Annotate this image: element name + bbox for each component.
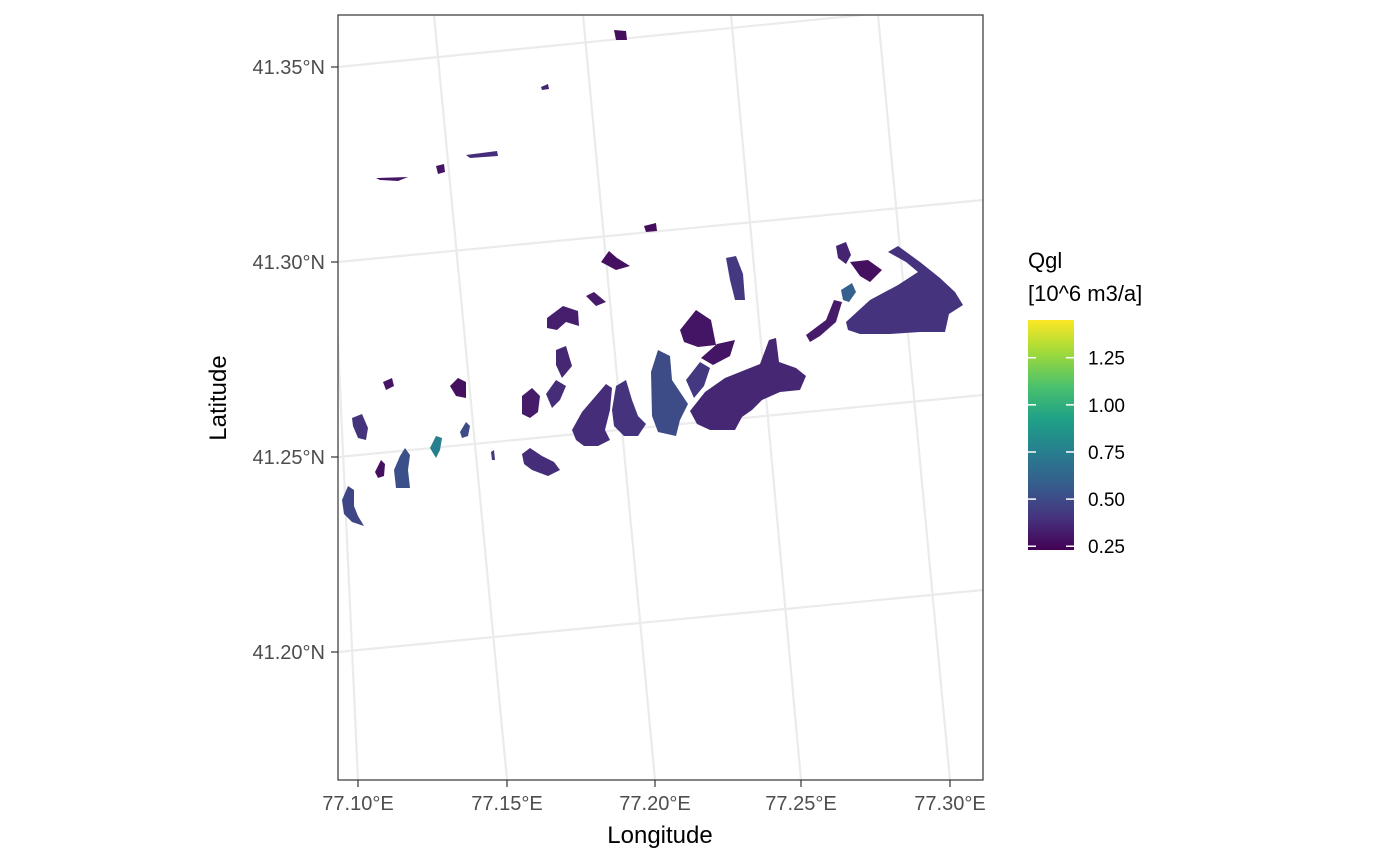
y-tick-label: 41.25°N — [253, 447, 326, 469]
glacier-polygon — [547, 306, 579, 330]
glacier-polygon — [460, 422, 470, 438]
glacier-polygon — [586, 292, 606, 306]
glacier-polygon — [376, 177, 408, 181]
legend-tick-label: 0.75 — [1088, 443, 1125, 464]
glacier-polygon — [436, 164, 445, 174]
legend-tick-label: 1.25 — [1088, 349, 1125, 370]
x-tick-label: 77.25°E — [765, 793, 836, 815]
glacier-polygon — [522, 448, 560, 476]
parallel-41-20 — [338, 588, 983, 654]
panel-border — [337, 14, 984, 781]
glacier-polygon — [352, 414, 368, 440]
glacier-polygon — [466, 151, 498, 158]
glacier-polygon — [612, 380, 646, 436]
meridian-77-15 — [432, 15, 509, 780]
x-tick-label: 77.30°E — [914, 793, 985, 815]
parallel-41-30 — [338, 198, 983, 264]
glacier-polygon — [850, 260, 882, 282]
y-axis: 41.35°N 41.30°N 41.25°N 41.20°N Latitude — [205, 57, 338, 664]
glacier-polygon — [541, 84, 549, 90]
x-axis-title: Longitude — [607, 822, 712, 849]
parallel-41-35 — [338, 15, 874, 69]
x-axis: 77.10°E 77.15°E 77.20°E 77.25°E 77.30°E … — [322, 780, 986, 849]
y-axis-title: Latitude — [205, 355, 232, 440]
glacier-polygon — [841, 283, 856, 302]
legend-tick-label: 0.25 — [1088, 537, 1125, 558]
glacier-polygon — [680, 310, 716, 347]
glacier-polygon — [375, 460, 385, 478]
legend-tick-label: 1.00 — [1088, 396, 1125, 417]
glacier-polygon — [836, 242, 851, 264]
glacier-polygon — [394, 448, 410, 488]
x-tick-label: 77.10°E — [322, 793, 393, 815]
glacier-polygon — [556, 346, 572, 378]
glacier-polygon — [572, 384, 612, 446]
colorbar — [1028, 320, 1074, 550]
glacier-polygon — [806, 300, 842, 342]
legend-ticks: 1.25 1.00 0.75 0.50 0.25 — [1028, 349, 1125, 558]
legend-tick-label: 0.50 — [1088, 490, 1125, 511]
glacier-polygon — [430, 436, 442, 458]
glacier-polygon — [601, 251, 630, 270]
glacier-polygon — [450, 378, 466, 398]
glacier-polygon — [342, 486, 364, 526]
glacier-polygon — [701, 340, 735, 365]
glacier-polygon — [491, 450, 495, 460]
y-tick-label: 41.20°N — [253, 642, 326, 664]
y-tick-label: 41.30°N — [253, 252, 326, 274]
y-tick-label: 41.35°N — [253, 57, 326, 79]
legend-title-line2: [10^6 m3/a] — [1028, 281, 1142, 306]
glacier-polygon — [846, 246, 963, 334]
glacier-polygon — [522, 388, 540, 418]
meridian-77-30 — [876, 15, 952, 780]
colorbar-legend: Qgl [10^6 m3/a] 1.25 1.00 0.75 0.50 0.25 — [1028, 248, 1142, 558]
glacier-layer — [342, 30, 963, 526]
map-panel — [337, 14, 984, 781]
glacier-polygon — [383, 378, 394, 390]
glacier-polygon — [686, 362, 710, 398]
x-tick-label: 77.15°E — [471, 793, 542, 815]
legend-title-line1: Qgl — [1028, 248, 1062, 273]
glacier-polygon — [614, 30, 627, 40]
glacier-polygon — [690, 338, 806, 430]
x-tick-label: 77.20°E — [619, 793, 690, 815]
glacier-polygon — [644, 223, 657, 232]
glacier-polygon — [726, 256, 745, 300]
glacier-polygon — [651, 350, 688, 436]
glacier-polygon — [546, 380, 566, 408]
meridian-77-10 — [338, 318, 360, 780]
